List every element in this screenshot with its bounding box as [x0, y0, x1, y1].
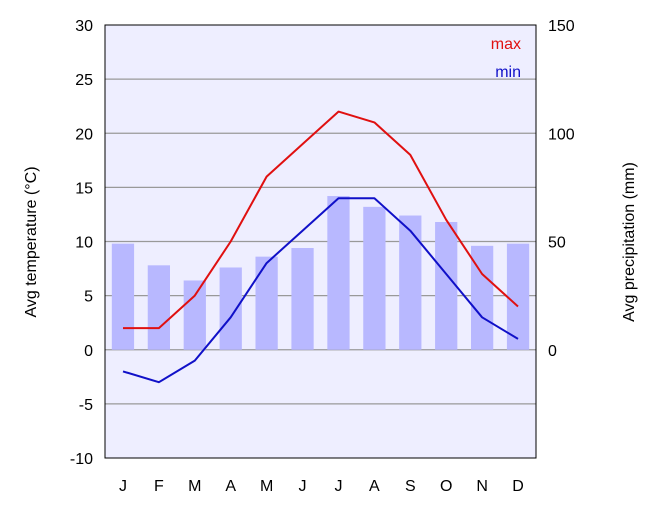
- precipitation-bars: [111, 196, 530, 350]
- y-tick-label: -5: [79, 397, 93, 414]
- x-tick-label: S: [405, 478, 416, 495]
- y-tick-label: 0: [84, 343, 93, 360]
- x-tick-label: F: [154, 478, 164, 495]
- x-tick-label: J: [299, 478, 307, 495]
- left-axis-ticks: -10 -5 0 5 10 15 20 25 30: [70, 18, 93, 468]
- x-tick-label: J: [334, 478, 342, 495]
- y2-tick-label: 100: [548, 126, 575, 143]
- x-tick-label: M: [188, 478, 201, 495]
- y-axis-label: Avg temperature (°C): [23, 166, 40, 317]
- x-tick-label: O: [440, 478, 452, 495]
- precipitation-bar: [291, 247, 314, 350]
- y-tick-label: 25: [75, 72, 93, 89]
- precipitation-bar: [327, 196, 350, 350]
- legend-entry-min: min: [495, 64, 521, 81]
- precipitation-bar: [399, 215, 422, 350]
- precipitation-bar: [470, 245, 494, 350]
- gridlines: [105, 78, 536, 405]
- legend-entry-max: max: [491, 36, 521, 53]
- precipitation-bar: [147, 265, 171, 350]
- series-line-max: [123, 110, 519, 330]
- x-tick-label: N: [476, 478, 488, 495]
- y-tick-label: 15: [75, 180, 93, 197]
- x-tick-label: J: [119, 478, 127, 495]
- y2-tick-label: 0: [548, 343, 557, 360]
- precipitation-bar: [506, 243, 530, 350]
- precipitation-bar: [435, 222, 458, 350]
- precipitation-bar: [111, 243, 135, 350]
- series-line-min: [122, 197, 519, 384]
- temperature-lines: [122, 110, 519, 384]
- y-tick-label: -10: [70, 451, 93, 468]
- plot-border: [104, 24, 537, 459]
- legend: max min: [491, 36, 521, 81]
- y-tick-label: 5: [84, 289, 93, 306]
- y2-tick-label: 150: [548, 18, 575, 35]
- y-tick-label: 30: [75, 18, 93, 35]
- y-tick-label: 10: [75, 235, 93, 252]
- precipitation-bar: [219, 267, 242, 350]
- x-tick-label: D: [512, 478, 524, 495]
- x-tick-label: A: [225, 478, 236, 495]
- precipitation-bar: [363, 206, 386, 350]
- x-tick-label: A: [369, 478, 380, 495]
- right-axis-ticks: 0 50 100 150: [548, 18, 575, 360]
- x-tick-label: M: [260, 478, 273, 495]
- y-tick-label: 20: [75, 126, 93, 143]
- precipitation-bar: [255, 256, 278, 350]
- y2-axis-label: Avg precipitation (mm): [621, 162, 638, 322]
- precipitation-bar: [183, 280, 206, 350]
- y2-tick-label: 50: [548, 235, 566, 252]
